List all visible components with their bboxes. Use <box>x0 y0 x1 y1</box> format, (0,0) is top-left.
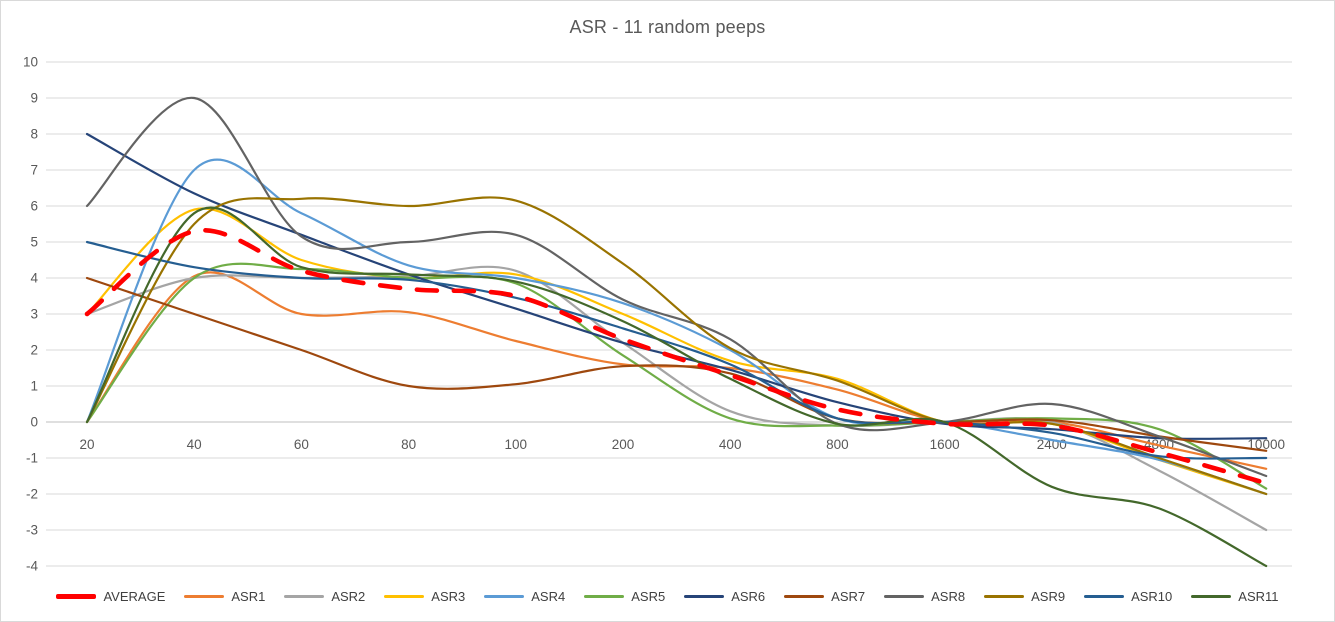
series-line-asr7[interactable] <box>85 276 1268 452</box>
series-line-asr8[interactable] <box>85 96 1268 478</box>
series-line-asr11[interactable] <box>85 206 1268 568</box>
legend-item-asr6[interactable]: ASR6 <box>684 589 765 604</box>
y-axis-tick-label: 10 <box>23 55 38 70</box>
legend-swatch-asr2 <box>284 595 325 598</box>
y-axis-tick-label: 4 <box>30 271 38 286</box>
series-line-asr5[interactable] <box>85 262 1268 490</box>
y-axis-tick-label: -4 <box>26 559 38 574</box>
legend-swatch-asr4 <box>484 595 525 598</box>
x-axis-tick-label: 1600 <box>930 437 960 452</box>
legend-label: ASR7 <box>831 589 866 604</box>
legend-swatch-asr8 <box>884 595 925 598</box>
y-axis-tick-label: 3 <box>30 307 38 322</box>
legend-item-asr3[interactable]: ASR3 <box>384 589 465 604</box>
legend-swatch-average <box>56 594 97 599</box>
y-axis-tick-label: 6 <box>30 199 38 214</box>
x-axis-tick-label: 800 <box>826 437 849 452</box>
x-axis-tick-label: 400 <box>719 437 742 452</box>
legend-item-asr8[interactable]: ASR8 <box>884 589 965 604</box>
series-line-asr10[interactable] <box>85 240 1268 460</box>
legend-label: ASR1 <box>231 589 266 604</box>
legend-label: ASR2 <box>331 589 366 604</box>
legend-item-asr7[interactable]: ASR7 <box>784 589 865 604</box>
y-axis-tick-label: 2 <box>30 343 38 358</box>
x-axis-tick-label: 40 <box>187 437 202 452</box>
y-axis-tick-label: -2 <box>26 487 38 502</box>
chart-title: ASR - 11 random peeps <box>569 17 766 37</box>
legend-label: AVERAGE <box>103 589 166 604</box>
legend-label: ASR3 <box>431 589 466 604</box>
series-line-asr3[interactable] <box>85 207 1268 496</box>
legend-label: ASR10 <box>1131 589 1173 604</box>
series-line-asr1[interactable] <box>85 271 1268 470</box>
legend-item-asr11[interactable]: ASR11 <box>1191 589 1279 604</box>
legend-label: ASR8 <box>931 589 966 604</box>
x-axis-tick-label: 10000 <box>1247 437 1285 452</box>
y-axis-tick-label: 5 <box>30 235 38 250</box>
y-axis-tick-label: 1 <box>30 379 38 394</box>
x-axis-tick-label: 20 <box>79 437 94 452</box>
legend-label: ASR9 <box>1031 589 1066 604</box>
legend-swatch-asr3 <box>384 595 425 598</box>
legend: AVERAGE ASR1 ASR2 ASR3 ASR4 ASR5 ASR6 ASR7 ASR8 A… <box>1 589 1334 604</box>
series-line-asr4[interactable] <box>85 158 1268 496</box>
legend-item-asr2[interactable]: ASR2 <box>284 589 365 604</box>
legend-item-asr9[interactable]: ASR9 <box>984 589 1065 604</box>
legend-label: ASR11 <box>1238 589 1279 604</box>
legend-item-average[interactable]: AVERAGE <box>56 589 165 604</box>
legend-item-asr4[interactable]: ASR4 <box>484 589 565 604</box>
y-axis-tick-label: -1 <box>26 451 38 466</box>
series-line-asr9[interactable] <box>85 196 1268 496</box>
x-axis-tick-label: 80 <box>401 437 416 452</box>
series-line-asr6[interactable] <box>85 132 1268 440</box>
y-axis-tick-label: 7 <box>30 163 38 178</box>
legend-swatch-asr1 <box>184 595 225 598</box>
y-axis-tick-label: -3 <box>26 523 38 538</box>
legend-item-asr10[interactable]: ASR10 <box>1084 589 1172 604</box>
legend-label: ASR5 <box>631 589 666 604</box>
legend-swatch-asr7 <box>784 595 825 598</box>
x-axis-tick-label: 60 <box>294 437 309 452</box>
legend-swatch-asr9 <box>984 595 1025 598</box>
x-axis-tick-label: 100 <box>505 437 528 452</box>
series-line-asr2[interactable] <box>85 265 1268 532</box>
legend-item-asr1[interactable]: ASR1 <box>184 589 265 604</box>
legend-swatch-asr10 <box>1084 595 1125 598</box>
y-axis-tick-label: 8 <box>30 127 38 142</box>
legend-label: ASR4 <box>531 589 566 604</box>
legend-swatch-asr6 <box>684 595 725 598</box>
y-axis-tick-label: 9 <box>30 91 38 106</box>
legend-item-asr5[interactable]: ASR5 <box>584 589 665 604</box>
y-axis-tick-label: 0 <box>30 415 38 430</box>
series-line-average[interactable] <box>84 227 1269 486</box>
legend-swatch-asr11 <box>1191 595 1232 598</box>
legend-label: ASR6 <box>731 589 766 604</box>
legend-swatch-asr5 <box>584 595 625 598</box>
x-axis-tick-label: 200 <box>612 437 635 452</box>
